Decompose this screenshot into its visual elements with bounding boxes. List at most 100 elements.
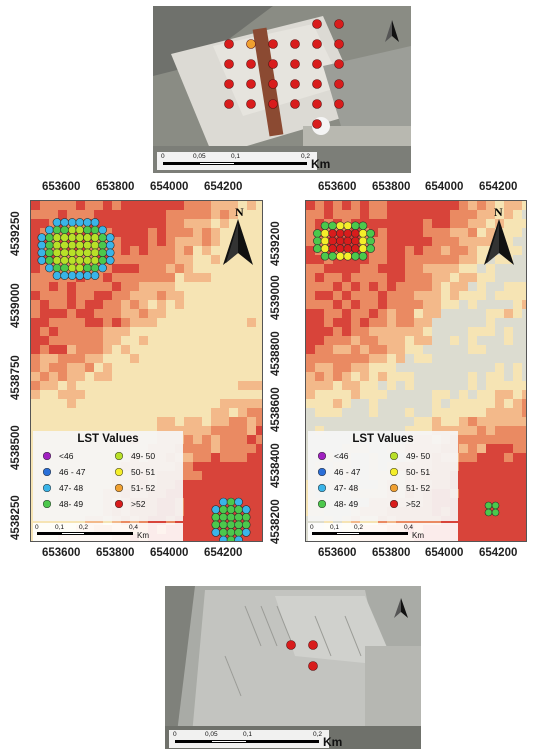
right-legend-label-1: 49- 50 (406, 451, 431, 461)
left-sample-point (219, 505, 228, 514)
left-sample-point (45, 225, 54, 235)
bottom-marker (308, 640, 318, 650)
left-sample-point (75, 233, 85, 242)
left-sample-point (83, 263, 92, 273)
right-sample-point (358, 244, 368, 253)
left-sample-point (98, 256, 107, 265)
left-sample-point (241, 505, 251, 514)
right-sample-point (358, 229, 368, 238)
left-north-arrow-icon (223, 219, 253, 265)
left-sample-point (211, 512, 221, 522)
left-sample-point (226, 520, 236, 530)
right-sample-point (328, 244, 337, 253)
right-sample-point (351, 236, 360, 246)
right-north-arrow-icon (484, 219, 514, 265)
left-ytick-2: 4538750 (10, 355, 22, 400)
left-sample-point (98, 263, 107, 273)
left-sample-point (98, 233, 107, 242)
bottom-marker (308, 661, 318, 671)
bottom-marker (286, 640, 296, 650)
left-sample-point (67, 263, 77, 273)
left-sample-point (67, 271, 77, 280)
left-sample-point (52, 218, 62, 227)
left-sample-point (219, 512, 228, 522)
left-sample-point (83, 271, 92, 280)
right-sample-point (358, 236, 368, 246)
bottom-sample-points (286, 640, 318, 671)
right-sample-point (335, 229, 345, 238)
top-marker (312, 39, 322, 49)
left-sample-point (90, 233, 100, 242)
left-sample-point (105, 240, 115, 250)
bottom-aerial-photo: 0 0,05 0,1 0,2 Km (165, 586, 421, 749)
left-scalebar: 0 0,1 0,2 0,4 Km (33, 523, 183, 541)
top-marker (246, 59, 256, 69)
left-scalebar-label-2: 0,2 (79, 524, 89, 531)
left-sample-point (90, 263, 100, 273)
left-bottom-xtick-3: 654200 (204, 547, 243, 559)
top-aerial-photo: 0 0,05 0,1 0,2 Km (153, 6, 411, 173)
right-sample-point (335, 251, 345, 261)
left-sample-point (83, 233, 92, 242)
top-marker (224, 59, 234, 69)
left-legend-swatch-5 (115, 484, 123, 492)
left-sample-point (90, 256, 100, 265)
left-legend-swatch-3 (115, 468, 123, 476)
top-marker (312, 79, 322, 89)
right-ytick-1: 4539000 (270, 275, 282, 320)
right-legend-label-0: <46 (334, 451, 349, 461)
left-sample-point (83, 218, 92, 227)
right-sample-point (313, 229, 322, 238)
left-top-xtick-1: 653800 (96, 181, 135, 193)
left-sample-point (52, 240, 62, 250)
left-sample-point (83, 225, 92, 235)
right-top-xtick-0: 653600 (318, 181, 357, 193)
right-sample-point (351, 229, 360, 238)
left-sample-point (98, 248, 107, 258)
top-marker (312, 19, 322, 29)
left-sample-point (60, 233, 69, 242)
right-sample-point (313, 236, 322, 246)
right-legend-swatch-6 (318, 500, 326, 508)
left-sample-point (241, 528, 251, 537)
left-legend-label-4: 47- 48 (59, 483, 84, 493)
top-marker (268, 99, 278, 109)
top-marker (312, 119, 322, 129)
left-scalebar-label-1: 0,1 (55, 524, 65, 531)
left-sample-point (75, 271, 85, 280)
left-sample-point (211, 520, 221, 530)
left-scalebar-label-3: 0,4 (129, 524, 139, 531)
left-sample-point (234, 520, 243, 530)
left-legend-label-7: >52 (131, 499, 146, 509)
left-sample-point (37, 233, 47, 242)
left-legend-title: LST Values (77, 433, 139, 445)
right-sample-point (328, 236, 337, 246)
right-legend-swatch-3 (390, 468, 398, 476)
right-ytick-3: 4538600 (270, 387, 282, 432)
left-sample-point (45, 233, 54, 242)
left-sample-point (52, 248, 62, 258)
right-sample-point (313, 244, 322, 253)
top-scalebar-label-1: 0,05 (193, 153, 206, 160)
left-legend-swatch-4 (43, 484, 51, 492)
left-sample-point (60, 263, 69, 273)
right-bottom-xtick-2: 654000 (425, 547, 464, 559)
top-scalebar-label-2: 0,1 (231, 153, 241, 160)
top-marker (312, 99, 322, 109)
right-ytick-2: 4538800 (270, 331, 282, 376)
top-scalebar: 0 0,05 0,1 0,2 Km (157, 152, 407, 172)
left-sample-point (105, 233, 115, 242)
right-legend-label-4: 47- 48 (334, 483, 359, 493)
bottom-scalebar-label-0: 0 (173, 731, 177, 738)
top-marker (290, 39, 300, 49)
top-scalebar-label-0: 0 (161, 153, 165, 160)
left-sample-point (52, 233, 62, 242)
right-legend-label-6: 48- 49 (334, 499, 359, 509)
right-legend-label-7: >52 (406, 499, 421, 509)
right-scalebar-label-1: 0,1 (330, 524, 340, 531)
top-marker (290, 99, 300, 109)
bottom-scalebar-label-2: 0,1 (243, 731, 253, 738)
left-legend-label-3: 50- 51 (131, 467, 156, 477)
right-top-xtick-3: 654200 (479, 181, 518, 193)
left-sample-point (60, 218, 69, 227)
